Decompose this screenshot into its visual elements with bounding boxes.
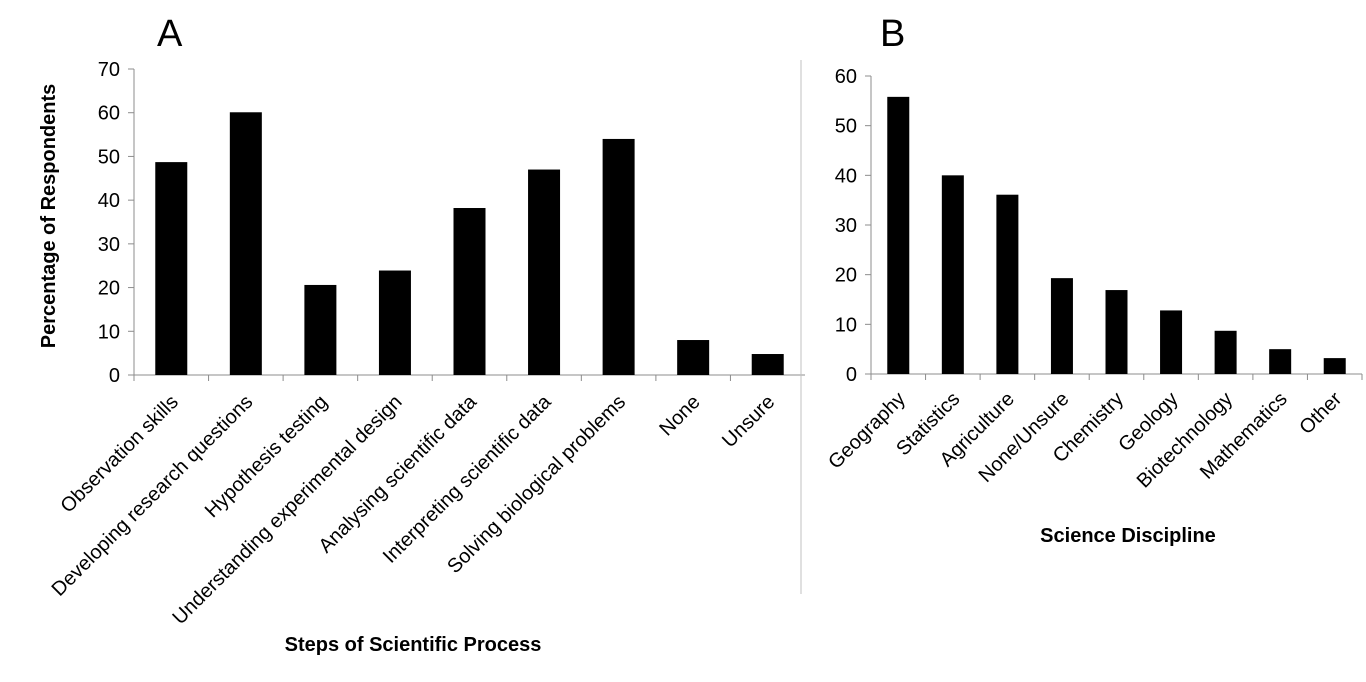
chart-panel-b: B Science Discipline 0 10 20 30 40 50 60 Geogra… bbox=[824, 13, 1363, 547]
panel-a-y-tick-label: 0 bbox=[109, 365, 120, 387]
panel-b-x-axis-title: Science Discipline bbox=[1040, 525, 1216, 547]
panel-a-y-tick-label: 30 bbox=[98, 234, 120, 256]
panel-b-y-tick-label: 40 bbox=[835, 165, 857, 187]
panel-a-bar bbox=[229, 112, 262, 375]
panel-a-bar bbox=[378, 270, 411, 375]
panel-b-y-tick-label: 0 bbox=[846, 364, 857, 386]
panel-b-bar bbox=[1105, 290, 1128, 374]
panel-b-y-tick-label: 10 bbox=[835, 314, 857, 336]
panel-a-y-tick-label: 10 bbox=[98, 321, 120, 343]
panel-b-letter: B bbox=[880, 13, 905, 55]
panel-a-y-tick-label: 40 bbox=[98, 190, 120, 212]
panel-b-plot-area: 0102030405060GeographyStatisticsAgricult… bbox=[824, 66, 1363, 492]
panel-a-y-axis-title: Percentage of Respondents bbox=[38, 84, 60, 349]
panel-a-category-label: Unsure bbox=[718, 391, 779, 452]
panel-a-category-label: Hypothesis testing bbox=[201, 391, 332, 522]
panel-a-bar bbox=[304, 284, 337, 375]
panel-b-bar bbox=[941, 175, 964, 374]
panel-b-category-label: Geography bbox=[824, 388, 910, 474]
panel-b-bar bbox=[1214, 330, 1237, 374]
panel-a-letter: A bbox=[157, 13, 183, 55]
panel-b-bar bbox=[1323, 358, 1346, 374]
chart-panel-a: A Percentage of Respondents Steps of Sci… bbox=[38, 13, 805, 656]
panel-a-category-label: None bbox=[655, 391, 704, 440]
panel-a-bar bbox=[453, 208, 486, 375]
panel-a-bar bbox=[602, 138, 635, 375]
panel-a-y-tick-label: 60 bbox=[98, 103, 120, 125]
panel-a-bar bbox=[528, 169, 561, 375]
panel-b-y-tick-label: 30 bbox=[835, 215, 857, 237]
panel-b-category-label: Biotechnology bbox=[1133, 388, 1237, 492]
panel-b-bar bbox=[1269, 349, 1292, 374]
panel-b-bar bbox=[1050, 278, 1073, 374]
panel-b-category-label: Other bbox=[1295, 388, 1346, 439]
panel-b-bar bbox=[1160, 310, 1183, 374]
panel-b-y-tick-label: 60 bbox=[835, 66, 857, 88]
panel-a-y-tick-label: 50 bbox=[98, 146, 120, 168]
panel-a-bar bbox=[751, 354, 784, 375]
panel-a-bar bbox=[677, 340, 710, 375]
panel-a-y-tick-label: 20 bbox=[98, 278, 120, 300]
panel-b-y-tick-label: 20 bbox=[835, 265, 857, 287]
panel-a-y-tick-label: 70 bbox=[98, 59, 120, 81]
panel-b-bar bbox=[887, 96, 910, 375]
panel-b-y-tick-label: 50 bbox=[835, 116, 857, 138]
panel-a-bar bbox=[155, 162, 188, 375]
panel-a-x-axis-title: Steps of Scientific Process bbox=[285, 634, 542, 656]
panel-b-bar bbox=[996, 194, 1019, 374]
